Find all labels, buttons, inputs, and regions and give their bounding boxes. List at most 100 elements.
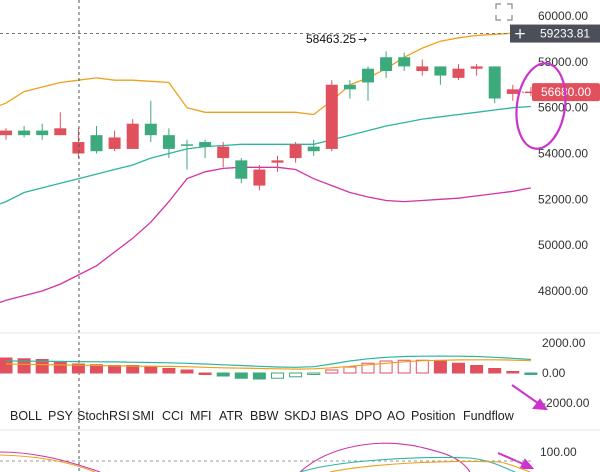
ao-bar xyxy=(162,368,176,374)
candle-body xyxy=(144,123,157,136)
candle-body xyxy=(470,66,483,69)
candle-body xyxy=(362,68,374,83)
candle-body xyxy=(36,130,49,136)
ao-tick-label: -2000.00 xyxy=(542,396,590,410)
price-tick-label: 50000.00 xyxy=(538,238,588,252)
highlight-ellipse-annotation xyxy=(515,62,567,150)
ao-bar xyxy=(488,368,502,374)
indicator-tab-stochrsi[interactable]: StochRSI xyxy=(77,409,130,423)
candle-body xyxy=(488,66,501,99)
ao-bar xyxy=(90,364,103,374)
candlestick-series xyxy=(0,51,537,191)
ao-bar xyxy=(307,372,321,375)
ao-bar xyxy=(234,372,248,379)
price-tick-label: 56000.00 xyxy=(538,101,588,115)
indicator-tab-smi[interactable]: SMI xyxy=(132,409,154,423)
candle-body xyxy=(18,130,31,136)
ao-bar xyxy=(252,372,266,380)
candle-body xyxy=(108,137,121,149)
ao-bar xyxy=(470,365,484,374)
crosshair-price-label: 59233.81 xyxy=(540,27,590,41)
candle-body xyxy=(235,160,248,179)
price-tick-label: 48000.00 xyxy=(538,284,588,298)
ao-bar xyxy=(452,362,465,374)
expand-icon[interactable] xyxy=(495,3,513,21)
candle-body xyxy=(506,89,519,94)
candle-body xyxy=(0,130,12,136)
candle-body xyxy=(253,169,266,186)
candle-body xyxy=(90,135,103,152)
candle-body xyxy=(199,142,212,147)
candle-body xyxy=(217,146,230,159)
candle-body xyxy=(380,57,393,71)
ao-bar xyxy=(271,372,284,379)
candle-body xyxy=(54,128,67,136)
ao-tick-label: 0.00 xyxy=(542,366,566,380)
ao-bar xyxy=(108,365,122,374)
oscillator-line xyxy=(0,451,101,472)
indicator-tab-fundflow[interactable]: Fundflow xyxy=(463,409,515,423)
oscillator-line xyxy=(0,454,96,472)
indicator-tab-ao[interactable]: AO xyxy=(387,409,405,423)
ao-bar xyxy=(506,371,520,374)
candle-body xyxy=(325,84,338,149)
candle-body xyxy=(343,84,356,90)
crosshair-price-tag: 59233.81 xyxy=(530,24,600,43)
indicator-tab-mfi[interactable]: MFI xyxy=(190,409,212,423)
lower-oscillator-panel: 100.00 xyxy=(0,442,577,472)
price-tick-label: 54000.00 xyxy=(538,147,588,161)
indicator-tab-skdj[interactable]: SKDJ xyxy=(284,409,316,423)
ao-bar xyxy=(361,362,375,374)
candle-body xyxy=(452,68,465,78)
high-price-annotation: 58463.25 xyxy=(306,32,356,46)
candle-body xyxy=(434,66,447,76)
indicator-tab-atr[interactable]: ATR xyxy=(219,409,243,423)
indicator-toolbar: BOLL PSY StochRSI SMI CCI MFI ATR BBW SKDJ BIAS DP… xyxy=(10,409,515,423)
price-axis: 60000.00 58000.00 56000.00 54000.00 52000.00… xyxy=(538,9,588,298)
price-tick-label: 60000.00 xyxy=(538,9,588,23)
indicator-tab-bias[interactable]: BIAS xyxy=(320,409,349,423)
candle-body xyxy=(126,123,139,149)
indicator-tab-bbw[interactable]: BBW xyxy=(250,409,279,423)
ao-axis: 2000.00 0.00 -2000.00 xyxy=(542,336,590,410)
add-alert-button[interactable]: + xyxy=(510,24,530,43)
indicator-tab-dpo[interactable]: DPO xyxy=(355,409,382,423)
candle-body xyxy=(181,144,193,146)
ao-bar xyxy=(198,372,212,375)
indicator-tab-psy[interactable]: PSY xyxy=(48,409,74,423)
ao-histogram xyxy=(0,357,538,380)
candle-body xyxy=(72,142,85,154)
candle-body xyxy=(162,135,175,149)
oscillator-line xyxy=(299,442,471,472)
candle-body xyxy=(271,160,284,163)
ao-bar xyxy=(180,369,194,374)
ao-bar xyxy=(216,372,230,377)
ao-bar xyxy=(71,363,85,374)
oscillator-line xyxy=(299,456,516,472)
ao-bar xyxy=(35,359,49,374)
ao-bar xyxy=(524,372,538,375)
bollinger-upper-band xyxy=(0,31,531,116)
candle-body xyxy=(398,57,411,67)
price-tick-label: 58000.00 xyxy=(538,55,588,69)
indicator-tab-boll[interactable]: BOLL xyxy=(10,409,42,423)
ao-bar xyxy=(53,362,67,374)
price-tick-label: 52000.00 xyxy=(538,192,588,206)
ao-bar xyxy=(325,369,339,374)
ao-bar xyxy=(17,358,31,374)
annotation-arrow xyxy=(497,452,535,469)
ao-bar xyxy=(415,359,429,374)
oscillator-line xyxy=(329,460,531,472)
ao-secondary-line xyxy=(5,355,531,368)
indicator-tab-position[interactable]: Position xyxy=(411,409,456,423)
bollinger-lower-band xyxy=(0,166,532,304)
ao-bar xyxy=(397,359,411,374)
high-price-arrow: → xyxy=(358,33,367,46)
ao-tick-label: 2000.00 xyxy=(542,336,586,350)
indicator-tab-cci[interactable]: CCI xyxy=(162,409,184,423)
ao-bar xyxy=(343,366,357,374)
plus-icon: + xyxy=(514,25,527,43)
ao-bar xyxy=(144,365,158,374)
candle-body xyxy=(416,66,429,71)
